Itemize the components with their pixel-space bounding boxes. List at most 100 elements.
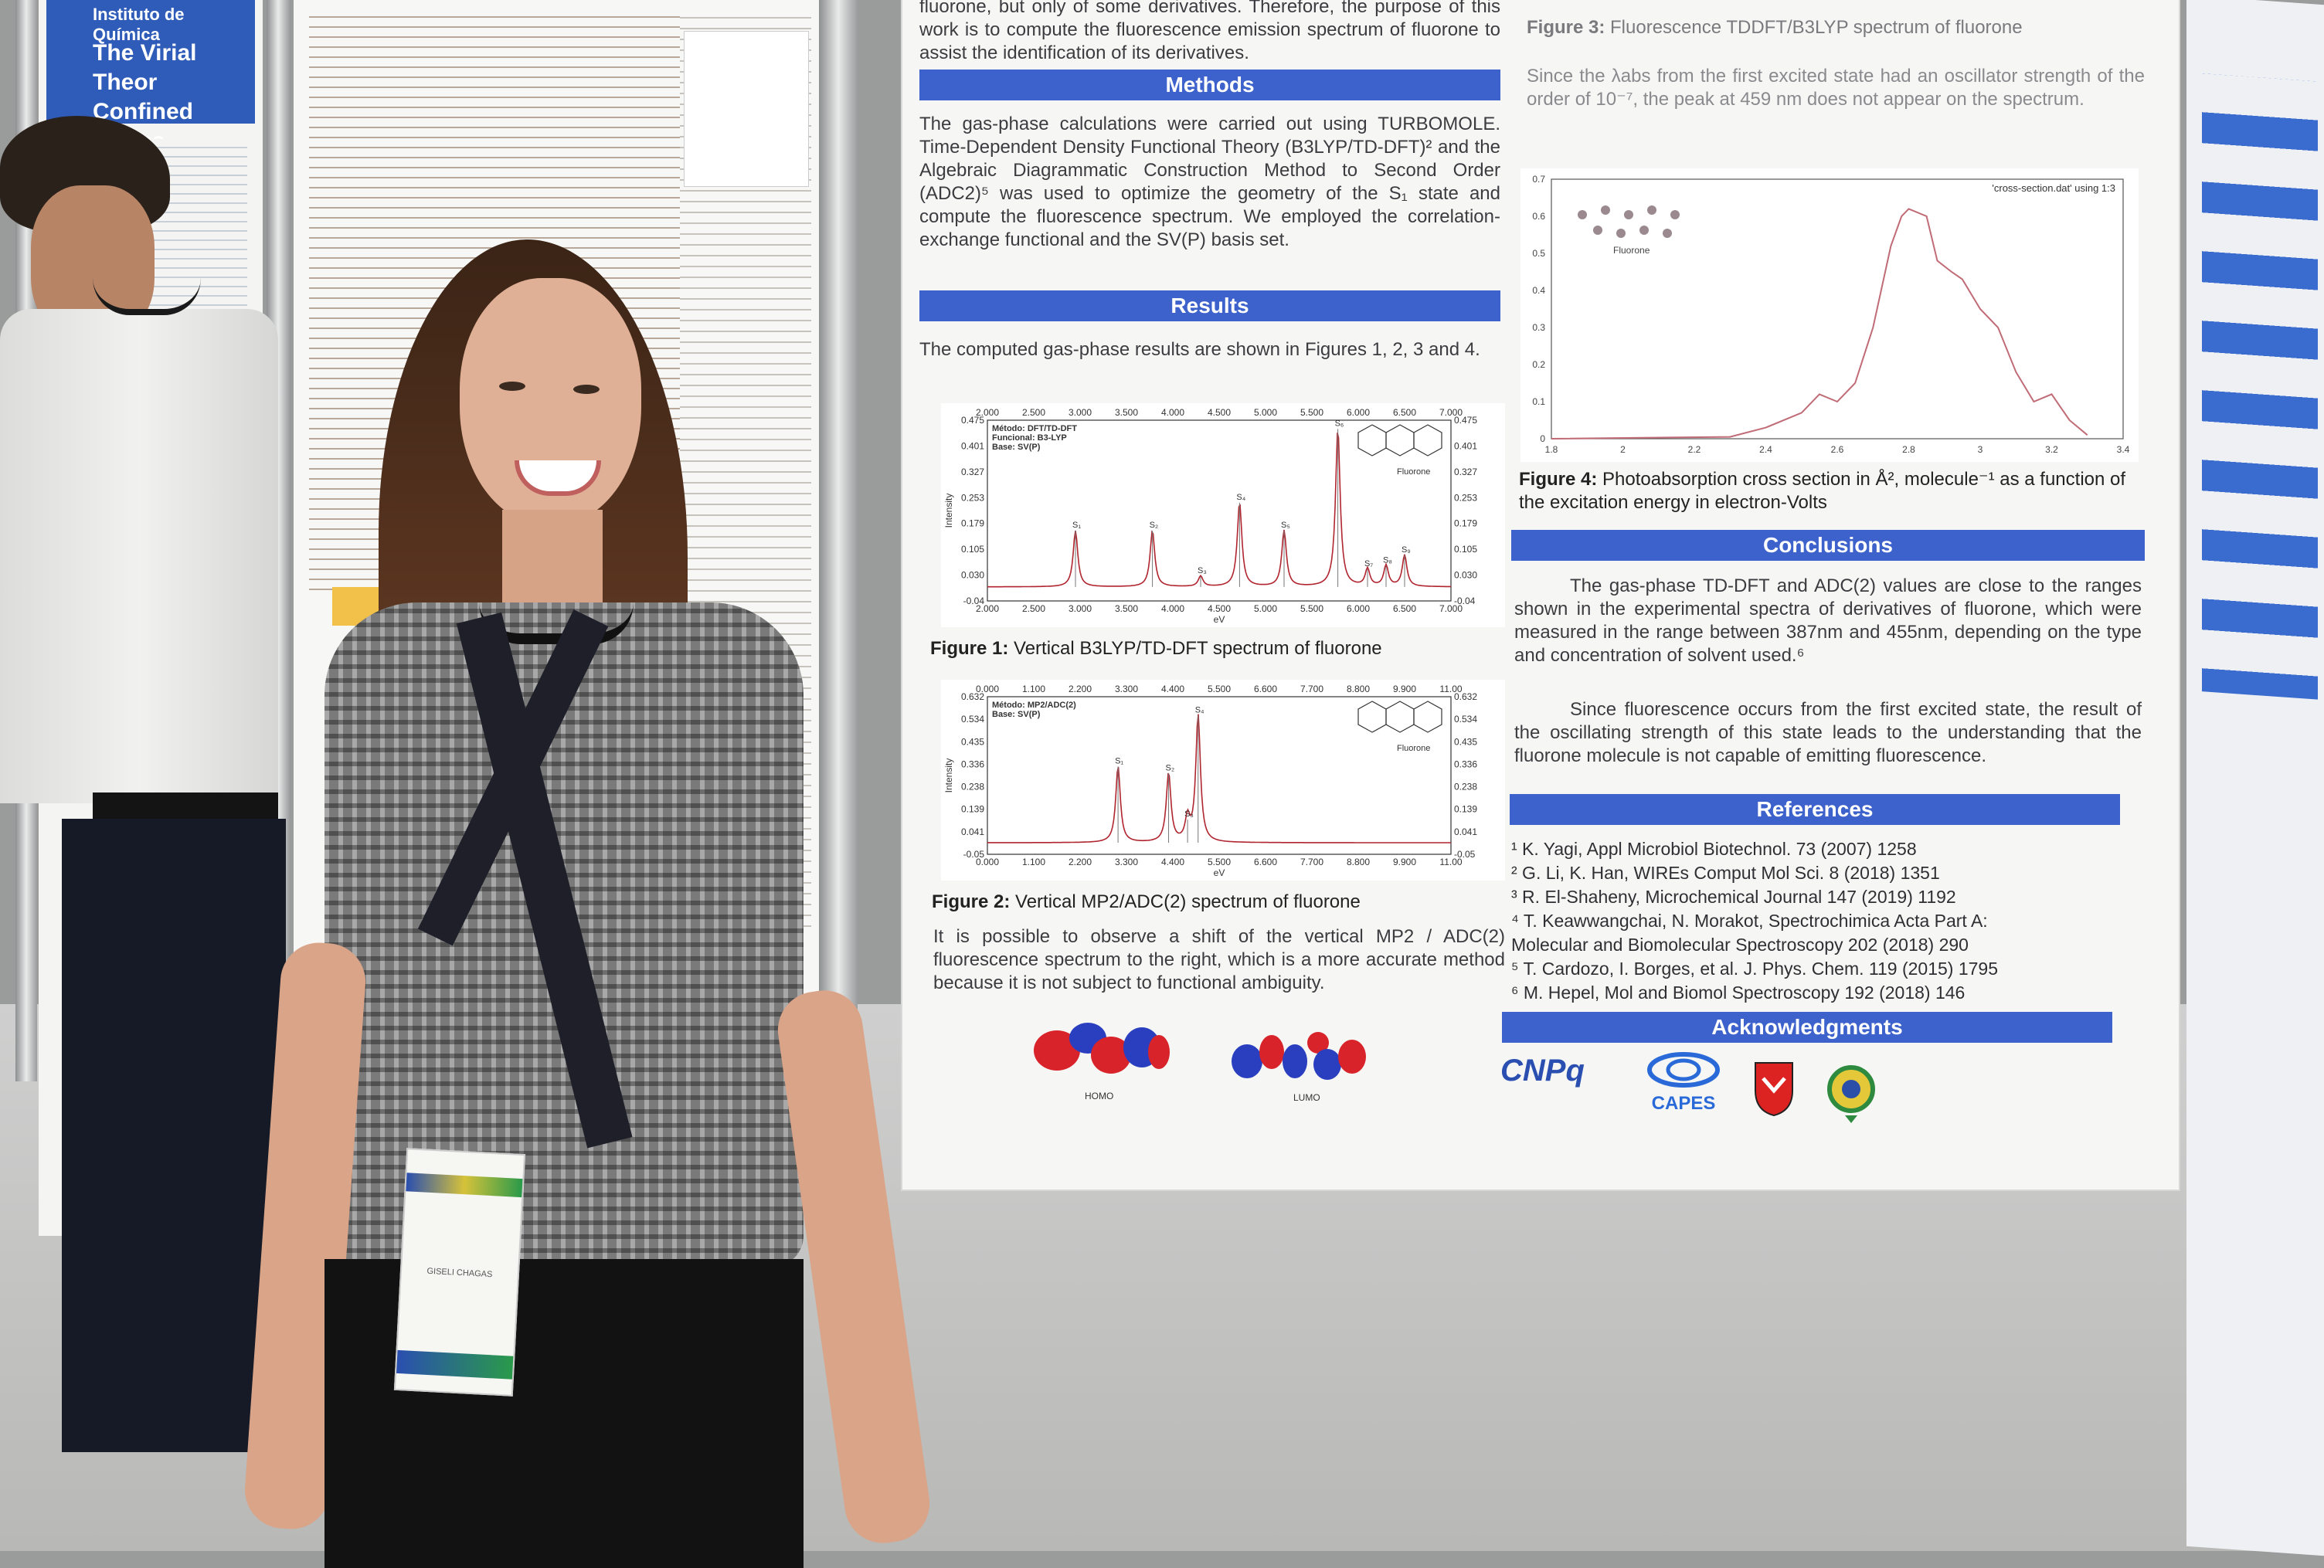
emblem-icon: [1827, 1065, 1875, 1123]
figure-1-svg: 2.000 2.000 2.500 2.500 3.000 3.000 3.500 3.500…: [943, 407, 1477, 625]
state-label: S₈: [1383, 556, 1392, 565]
homo-label: HOMO: [1085, 1091, 1114, 1101]
y-tick-label: 0.238: [961, 782, 984, 792]
capes-emblem-icon: [1647, 1052, 1720, 1088]
top-tick-label: 5.500: [1208, 684, 1231, 694]
bottom-tick-label: 5.500: [1300, 603, 1323, 614]
woman-neck: [502, 510, 603, 618]
capes-logo-text: CAPES: [1651, 1093, 1716, 1114]
state-label: S₁: [1072, 521, 1081, 530]
man-belt: [93, 792, 278, 822]
lumo-orbital: LUMO: [1227, 1021, 1374, 1103]
bottom-tick-label: 4.000: [1161, 603, 1184, 614]
y-tick-label: 0.475: [961, 415, 984, 426]
figure-3-svg: 1.8 2 2.2 2.4 2.6 2.8 3 3.2 3.4 0.7 0.6 0.5 0.4 0.3 0.…: [1532, 174, 2129, 455]
figure-1-caption: Figure 1: Vertical B3LYP/TD-DFT spectrum…: [930, 638, 1382, 660]
woman-trousers: [324, 1259, 804, 1568]
figure-2-caption-text: Vertical MP2/ADC(2) spectrum of fluorone: [1015, 891, 1361, 912]
x-tick-label: 3: [1978, 444, 1983, 455]
man-trousers: [62, 819, 286, 1452]
y-tick-label: 0.435: [961, 736, 984, 747]
shield-icon: [1755, 1062, 1793, 1117]
fluorone-structure-icon: [1578, 205, 1680, 238]
y-tick-label: 0.7: [1532, 174, 1545, 185]
top-tick-label: 2.200: [1069, 684, 1092, 694]
conclusions-text-2: Since fluorescence occurs from the first…: [1514, 699, 2142, 766]
bottom-tick-label: 2.200: [1069, 857, 1092, 867]
state-label: S₆: [1335, 419, 1344, 428]
top-tick-label: 9.900: [1393, 684, 1416, 694]
man-background: [0, 116, 294, 1452]
y-tick-label: 0.041: [961, 826, 984, 837]
conclusions-header: Conclusions: [1511, 530, 2145, 561]
reference-item: ³ R. El-Shaheny, Microchemical Journal 1…: [1511, 887, 1956, 907]
conclusions-text-1: The gas-phase TD-DFT and ADC(2) values a…: [1514, 575, 2142, 666]
bottom-tick-label: 11.00: [1439, 857, 1462, 867]
state-label: S₃: [1198, 566, 1207, 575]
reference-item: ² G. Li, K. Han, WIREs Comput Mol Sci. 8…: [1511, 863, 1940, 883]
plot-frame: [987, 419, 1452, 602]
legend-entry: Método: DFT/TD-DFT: [992, 424, 1077, 433]
lumo-lobe: [1259, 1035, 1284, 1069]
legend-entry: Funcional: B3-LYP: [992, 433, 1067, 443]
top-tick-label: 2.500: [1022, 407, 1045, 418]
state-label: S₅: [1281, 521, 1290, 530]
y-tick-label-right: -0.05: [1454, 849, 1476, 860]
figure-3-chart: 1.8 2 2.2 2.4 2.6 2.8 3 3.2 3.4 0.7 0.6 0.5 0.4 0.3 0.…: [1520, 168, 2139, 462]
name-badge: GISELI CHAGAS: [393, 1148, 526, 1397]
y-tick-label: 0.105: [961, 544, 984, 555]
homo-orbital: HOMO: [1026, 1016, 1173, 1101]
top-tick-label: 0.000: [976, 684, 999, 694]
bottom-tick-label: 6.000: [1347, 603, 1370, 614]
bottom-tick-label: 2.000: [976, 603, 999, 614]
left-poster-header: Instituto de Química The Virial Theor Co…: [46, 0, 255, 154]
legend-entry: Base: SV(P): [992, 443, 1041, 452]
atom: [1670, 210, 1680, 219]
state-label: S₇: [1364, 559, 1373, 568]
benzene-ring: [1385, 701, 1415, 733]
y-tick-label: 0.534: [961, 714, 984, 725]
y-tick-label-right: 0.105: [1454, 544, 1477, 555]
figure-3-caption-text: Fluorescence TDDFT/B3LYP spectrum of flu…: [1610, 17, 2023, 38]
woman-eye-left: [499, 382, 525, 391]
right-poster-blocks: [2202, 73, 2318, 700]
figure-4-caption: Figure 4: Photoabsorption cross section …: [1519, 468, 2145, 514]
methods-text: The gas-phase calculations were carried …: [919, 114, 1500, 250]
intro-tail-text: fluorone, but only of some derivatives. …: [919, 0, 1500, 63]
references-header: References: [1510, 794, 2120, 825]
y-tick-label-right: 0.238: [1454, 782, 1477, 792]
y-tick-label: 0.6: [1532, 211, 1545, 222]
reference-item: ⁶ M. Hepel, Mol and Biomol Spectroscopy …: [1511, 983, 1966, 1003]
x-tick-label: 1.8: [1545, 444, 1558, 455]
figure-1-caption-text: Vertical B3LYP/TD-DFT spectrum of fluoro…: [1014, 638, 1382, 659]
fluorone-structure-icon: [1357, 701, 1442, 733]
top-tick-label: 4.400: [1161, 684, 1184, 694]
top-tick-label: 7.000: [1439, 407, 1463, 418]
fluorone-structure-icon: [1357, 424, 1442, 456]
molecule-label: Fluorone: [1397, 467, 1430, 477]
figure-3-caption: Figure 3: Fluorescence TDDFT/B3LYP spect…: [1527, 17, 2023, 39]
atom: [1647, 205, 1656, 215]
x-tick-label: 2.8: [1902, 444, 1915, 455]
top-tick-label: 3.300: [1115, 684, 1138, 694]
y-tick-label-right: 0.041: [1454, 826, 1477, 837]
atom: [1593, 226, 1602, 235]
figure-4-caption-text: Photoabsorption cross section in Å², mol…: [1519, 469, 2126, 513]
y-tick-label: 0.401: [961, 440, 984, 451]
bottom-tick-label: 6.500: [1393, 603, 1416, 614]
bottom-tick-label: 4.400: [1161, 857, 1184, 867]
atom: [1663, 229, 1672, 238]
top-tick-label: 5.000: [1254, 407, 1277, 418]
right-poster: [2186, 0, 2324, 1556]
bottom-tick-label: 2.500: [1022, 603, 1045, 614]
bottom-tick-label: 9.900: [1393, 857, 1416, 867]
top-tick-label: 1.100: [1022, 684, 1045, 694]
y-tick-label-right: 0.475: [1454, 415, 1477, 426]
homo-lobe: [1148, 1035, 1170, 1069]
bottom-tick-label: 0.000: [976, 857, 999, 867]
series-label: 'cross-section.dat' using 1:3: [1992, 182, 2115, 194]
lumo-lobe: [1307, 1032, 1329, 1054]
plot-frame: [1551, 178, 2124, 440]
state-label: S₂: [1150, 521, 1159, 530]
figure-3-text: Since the λabs from the first excited st…: [1527, 66, 2145, 110]
